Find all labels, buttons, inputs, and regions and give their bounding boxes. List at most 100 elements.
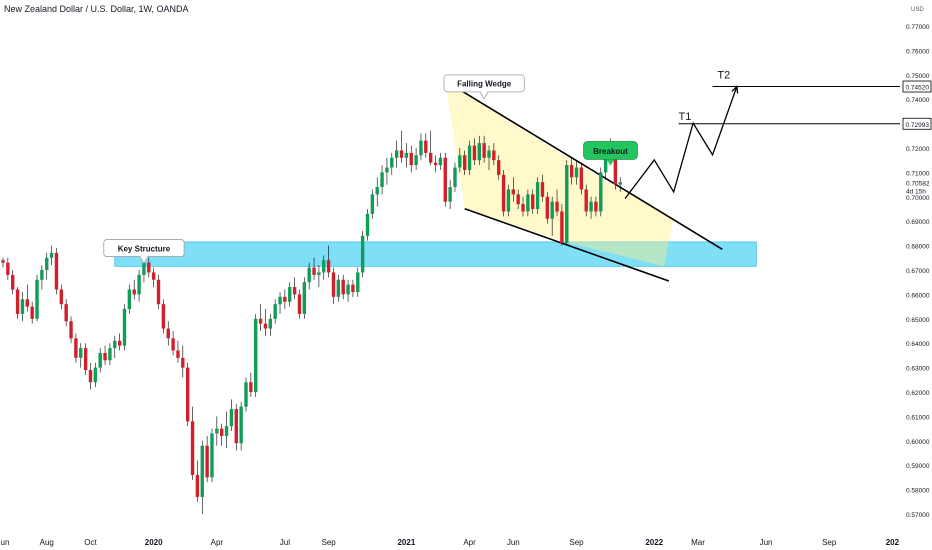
candle[interactable]: [331, 267, 336, 305]
candle[interactable]: [438, 152, 443, 170]
candle[interactable]: [555, 189, 559, 217]
candle[interactable]: [472, 138, 477, 166]
candle[interactable]: [584, 184, 588, 217]
candle[interactable]: [200, 440, 204, 514]
candle[interactable]: [589, 196, 593, 219]
candle[interactable]: [127, 284, 132, 314]
candle[interactable]: [448, 179, 452, 209]
candle[interactable]: [463, 150, 467, 175]
candle[interactable]: [511, 177, 515, 202]
candle[interactable]: [424, 133, 428, 158]
candle[interactable]: [370, 189, 375, 219]
candle[interactable]: [433, 155, 438, 173]
candle[interactable]: [312, 257, 316, 280]
candle[interactable]: [594, 196, 598, 217]
candle[interactable]: [166, 321, 170, 346]
candle[interactable]: [25, 284, 29, 312]
candle[interactable]: [45, 252, 49, 280]
candle[interactable]: [113, 335, 117, 358]
candle[interactable]: [385, 157, 389, 185]
candle[interactable]: [210, 428, 214, 483]
candle[interactable]: [220, 423, 224, 446]
candle[interactable]: [322, 255, 326, 280]
candle[interactable]: [6, 257, 10, 280]
candle[interactable]: [492, 143, 496, 166]
candle[interactable]: [137, 270, 141, 302]
candle[interactable]: [428, 130, 433, 166]
candle[interactable]: [190, 406, 195, 480]
candle[interactable]: [477, 135, 481, 166]
candle[interactable]: [356, 267, 360, 297]
candle[interactable]: [11, 270, 15, 295]
candle[interactable]: [283, 289, 287, 310]
candle[interactable]: [74, 333, 78, 363]
candle[interactable]: [560, 204, 564, 246]
candle[interactable]: [540, 174, 545, 202]
candle[interactable]: [1, 257, 5, 268]
candle[interactable]: [550, 196, 554, 236]
candle[interactable]: [365, 209, 370, 241]
candle[interactable]: [229, 399, 234, 432]
candle[interactable]: [117, 333, 122, 351]
candle[interactable]: [69, 316, 73, 344]
candle[interactable]: [239, 401, 243, 451]
candle[interactable]: [618, 177, 622, 192]
candle[interactable]: [336, 274, 341, 302]
candle[interactable]: [390, 152, 394, 175]
projection-path[interactable]: [624, 86, 738, 199]
candle[interactable]: [360, 230, 365, 278]
candle[interactable]: [254, 313, 258, 397]
candle[interactable]: [521, 196, 525, 217]
candle[interactable]: [404, 143, 409, 168]
candle[interactable]: [122, 304, 127, 351]
candle[interactable]: [185, 362, 190, 427]
candle[interactable]: [263, 309, 268, 336]
candle[interactable]: [195, 460, 200, 502]
candle[interactable]: [108, 343, 112, 366]
candle[interactable]: [346, 279, 350, 302]
candle[interactable]: [103, 345, 107, 366]
candle[interactable]: [224, 411, 229, 449]
candle[interactable]: [569, 157, 574, 185]
candle[interactable]: [88, 362, 93, 390]
candle[interactable]: [268, 313, 272, 336]
candle[interactable]: [244, 377, 248, 412]
candle[interactable]: [35, 274, 39, 322]
candle[interactable]: [292, 277, 297, 300]
candle[interactable]: [326, 245, 331, 278]
candle[interactable]: [49, 245, 54, 266]
candle[interactable]: [161, 299, 166, 334]
candle[interactable]: [409, 145, 413, 173]
candle[interactable]: [501, 169, 506, 217]
candle[interactable]: [599, 167, 603, 217]
candle[interactable]: [273, 299, 277, 324]
candle[interactable]: [394, 140, 399, 168]
candle[interactable]: [132, 279, 136, 300]
candle[interactable]: [453, 162, 457, 192]
candle[interactable]: [535, 177, 540, 214]
candle[interactable]: [20, 291, 25, 322]
candle[interactable]: [531, 189, 535, 214]
candle[interactable]: [151, 267, 156, 288]
candle[interactable]: [278, 291, 282, 314]
candle[interactable]: [458, 148, 462, 173]
candle[interactable]: [351, 279, 355, 297]
candle[interactable]: [64, 299, 68, 327]
candle[interactable]: [59, 284, 64, 310]
candle[interactable]: [249, 372, 253, 397]
candle[interactable]: [317, 265, 321, 288]
candle[interactable]: [380, 165, 384, 195]
candle[interactable]: [79, 343, 83, 368]
candle[interactable]: [467, 140, 472, 175]
candle[interactable]: [399, 130, 404, 163]
candle[interactable]: [443, 152, 447, 207]
candle[interactable]: [30, 301, 34, 324]
candle[interactable]: [297, 289, 302, 319]
candle[interactable]: [574, 160, 579, 185]
candle[interactable]: [565, 160, 569, 246]
candle[interactable]: [288, 282, 292, 307]
candle[interactable]: [234, 404, 238, 451]
candle[interactable]: [258, 304, 263, 331]
candle[interactable]: [419, 133, 423, 161]
